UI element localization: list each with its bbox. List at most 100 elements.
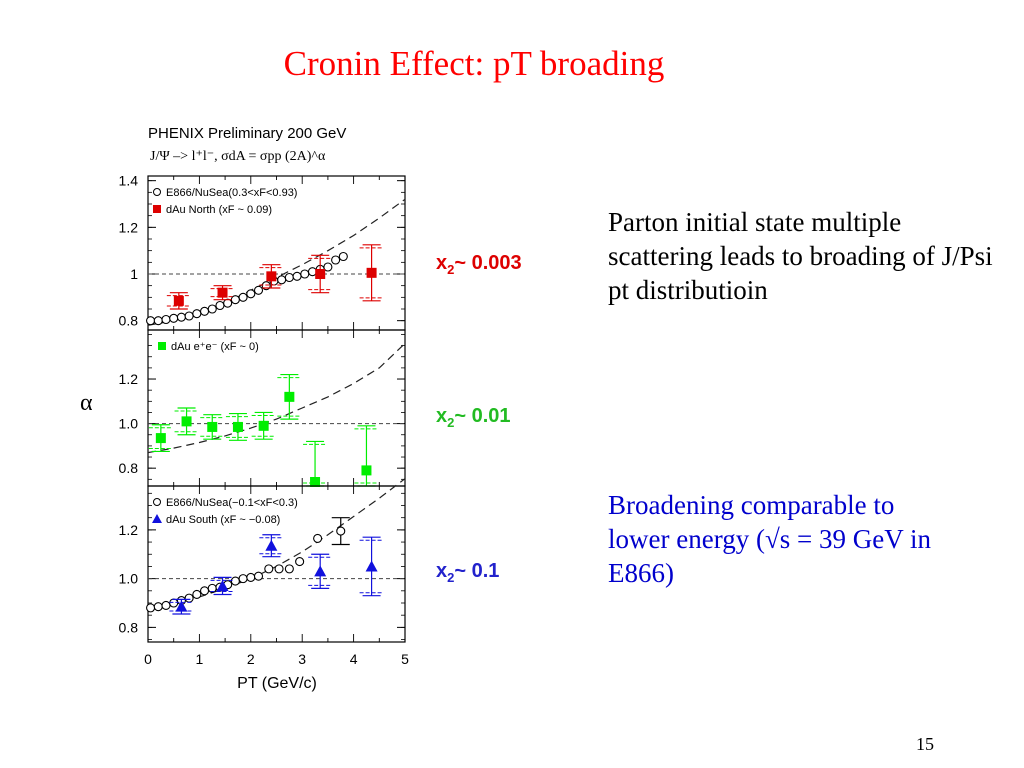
panel-frame xyxy=(147,485,406,643)
x2-label-prefix: x xyxy=(436,560,448,582)
legend-marker xyxy=(152,514,162,523)
data-point-circle xyxy=(215,300,225,311)
y-tick-label: 1.0 xyxy=(119,571,139,587)
x2-label-sub: 2 xyxy=(447,570,455,585)
data-point-circle xyxy=(153,602,163,612)
data-point-circle xyxy=(323,262,333,272)
data-point-circle xyxy=(277,275,287,285)
data-point-circle xyxy=(274,564,284,574)
data-point-circle xyxy=(238,574,248,584)
data-point-circle xyxy=(253,571,264,581)
data-point-circle xyxy=(292,271,302,281)
panel-3 xyxy=(146,478,406,643)
y-tick-label: 0.8 xyxy=(119,460,139,476)
legend-label: dAu e⁺e⁻ (xF ~ 0) xyxy=(171,341,259,353)
x-tick-label: 1 xyxy=(196,651,204,667)
data-point-circle xyxy=(253,285,264,295)
y-tick-label: 0.8 xyxy=(119,619,139,635)
data-point-circle xyxy=(246,572,256,582)
data-point-square xyxy=(217,287,228,298)
y-tick-label: 1.2 xyxy=(119,219,139,235)
legend-marker xyxy=(153,205,161,213)
data-point-circle xyxy=(176,312,186,322)
data-point-circle xyxy=(207,304,217,314)
data-point-circle xyxy=(161,314,171,325)
x2-label-top: x2~ 0.003 xyxy=(436,252,522,277)
broadening-comparison-text: Broadening comparable to lower energy (√… xyxy=(608,490,931,588)
data-point-circle xyxy=(295,557,305,567)
y-axis-label: α xyxy=(80,390,93,416)
x2-label-sub: 2 xyxy=(447,262,455,277)
legend-label: dAu South (xF ~ −0.08) xyxy=(166,514,280,526)
x2-label-middle: x2~ 0.01 xyxy=(436,405,511,430)
parton-scattering-text: Parton initial state multiple scattering… xyxy=(608,207,993,305)
y-tick-label: 0.8 xyxy=(119,313,139,329)
legend-marker xyxy=(158,342,166,350)
data-point-square xyxy=(315,269,326,279)
data-point-circle xyxy=(284,564,294,574)
data-point-square xyxy=(173,295,184,306)
data-point-circle xyxy=(184,311,194,321)
y-tick-label: 1 xyxy=(130,266,138,282)
x2-label-sub: 2 xyxy=(447,415,455,430)
x-tick-label: 5 xyxy=(401,651,409,667)
chart-header-formula: J/Ψ –> l⁺l⁻, σdA = σpp (2A)^α xyxy=(150,149,326,164)
panel-2 xyxy=(147,329,406,487)
data-point-square xyxy=(232,421,243,432)
x2-label-bottom: x2~ 0.1 xyxy=(436,560,499,585)
data-point-circle xyxy=(161,600,171,610)
data-point-triangle xyxy=(314,565,327,577)
data-point-circle xyxy=(223,298,233,308)
data-point-circle xyxy=(153,316,163,326)
data-point-circle xyxy=(246,289,256,299)
y-tick-label: 1.0 xyxy=(119,416,139,432)
data-point-square xyxy=(258,420,269,431)
x-tick-label: 2 xyxy=(247,651,255,667)
chart-header-title: PHENIX Preliminary 200 GeV xyxy=(148,125,346,142)
legend-label: E866/NuSea(−0.1<xF<0.3) xyxy=(166,497,298,509)
data-point-circle xyxy=(169,313,179,323)
legend-marker xyxy=(153,188,161,196)
slide-title: Cronin Effect: pT broading xyxy=(283,44,665,83)
data-point-circle xyxy=(192,589,202,600)
x2-label-prefix: x xyxy=(436,405,448,427)
x-tick-label: 4 xyxy=(350,651,358,667)
x-axis-label: PT (GeV/c) xyxy=(237,675,317,692)
data-point-circle xyxy=(264,564,274,574)
data-point-circle xyxy=(300,269,310,279)
legend-label: E866/NuSea(0.3<xF<0.93) xyxy=(166,187,297,199)
data-point-square xyxy=(207,421,218,432)
data-point-square xyxy=(361,465,372,476)
data-point-circle xyxy=(199,306,210,316)
fit-curve xyxy=(147,342,406,454)
x2-label-prefix: x xyxy=(436,252,448,274)
data-point-circle xyxy=(146,316,156,326)
data-point-circle xyxy=(199,586,210,596)
x-tick-label: 3 xyxy=(298,651,306,667)
panel-frame xyxy=(147,175,406,331)
data-point-triangle xyxy=(216,579,229,591)
legend-label: dAu North (xF ~ 0.09) xyxy=(166,204,272,216)
y-tick-label: 1.2 xyxy=(119,371,139,387)
data-point-square xyxy=(266,271,277,282)
data-point-circle xyxy=(331,255,341,265)
y-tick-label: 1.2 xyxy=(119,522,139,538)
x-tick-label: 0 xyxy=(144,651,152,667)
data-point-circle xyxy=(313,533,323,543)
x2-label-value: ~ 0.01 xyxy=(454,405,511,427)
data-point-square xyxy=(366,267,377,278)
data-point-square xyxy=(181,416,192,427)
legend-marker xyxy=(153,498,161,506)
x2-label-value: ~ 0.1 xyxy=(454,560,500,582)
data-point-circle xyxy=(192,309,202,319)
panel-1 xyxy=(146,175,406,331)
data-point-circle xyxy=(230,576,240,586)
data-point-circle xyxy=(169,598,179,608)
x2-label-value: ~ 0.003 xyxy=(454,252,522,274)
y-tick-label: 1.4 xyxy=(119,173,139,189)
page-number: 15 xyxy=(916,734,934,754)
data-point-square xyxy=(155,433,166,444)
data-point-circle xyxy=(336,526,346,536)
data-point-circle xyxy=(238,292,248,302)
